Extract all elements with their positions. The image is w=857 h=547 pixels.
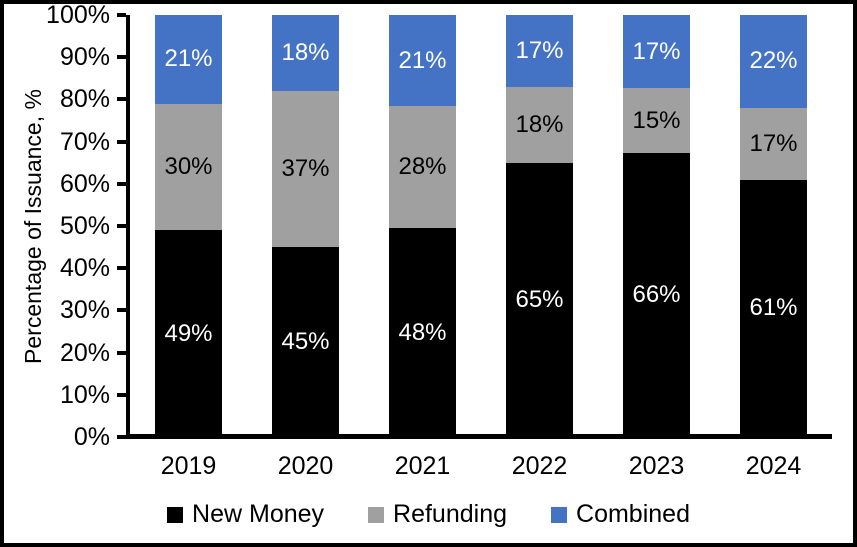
y-axis-tick-label: 90% xyxy=(59,43,110,72)
legend-label: Combined xyxy=(576,500,690,528)
segment-combined-2021: 21% xyxy=(389,15,456,107)
y-axis-tick-label: 60% xyxy=(59,169,110,198)
y-axis-tick-label: 80% xyxy=(59,85,110,114)
x-axis-label-2023: 2023 xyxy=(628,452,685,480)
segment-data-label: 45% xyxy=(281,328,330,356)
segment-data-label: 22% xyxy=(749,47,798,75)
segment-data-label: 48% xyxy=(398,318,447,346)
bar-slot-2020: 45% 37% 18% xyxy=(247,15,364,437)
segment-data-label: 66% xyxy=(632,280,681,308)
y-axis-tick xyxy=(117,224,126,228)
y-axis-tick-label: 0% xyxy=(73,423,110,451)
legend-item-combined: Combined xyxy=(551,500,690,529)
legend-swatch-icon xyxy=(551,506,568,523)
segment-data-label: 17% xyxy=(515,36,564,64)
bar-slot-2024: 61% 17% 22% xyxy=(715,15,832,437)
y-axis-tick xyxy=(117,139,126,144)
y-axis-tick xyxy=(117,97,126,102)
segment-data-label: 61% xyxy=(749,294,798,322)
bar-slot-2023: 66% 15% 17% xyxy=(598,15,715,437)
segment-combined-2023: 17% xyxy=(623,15,690,89)
segment-data-label: 21% xyxy=(164,45,213,73)
segment-combined-2019: 21% xyxy=(155,15,222,104)
segment-data-label: 18% xyxy=(515,110,564,138)
y-axis-tick-label: 50% xyxy=(59,212,110,240)
legend: New Money Refunding Combined xyxy=(4,500,853,529)
segment-combined-2022: 17% xyxy=(506,15,573,87)
stacked-bar-2021: 48% 28% 21% xyxy=(389,15,456,437)
segment-data-label: 17% xyxy=(749,129,798,157)
segment-refunding-2020: 37% xyxy=(272,90,339,248)
stacked-bar-2020: 45% 37% 18% xyxy=(272,15,339,437)
y-axis-tick-label: 40% xyxy=(59,254,110,283)
legend-swatch-icon xyxy=(368,506,385,523)
bar-slot-2022: 65% 18% 17% xyxy=(481,15,598,437)
stacked-bar-2024: 61% 17% 22% xyxy=(740,15,807,437)
x-axis-label-2019: 2019 xyxy=(160,452,217,480)
segment-new-money-2023: 66% xyxy=(623,152,690,437)
segment-refunding-2021: 28% xyxy=(389,106,456,229)
y-axis-line xyxy=(126,15,130,439)
y-axis-tick xyxy=(117,13,126,17)
segment-data-label: 17% xyxy=(632,37,681,65)
segment-data-label: 65% xyxy=(515,285,564,313)
segment-new-money-2022: 65% xyxy=(506,162,573,437)
x-axis-label-2021: 2021 xyxy=(394,452,451,480)
segment-data-label: 18% xyxy=(281,39,330,66)
legend-label: New Money xyxy=(192,500,325,528)
legend-swatch-icon xyxy=(167,506,184,523)
bar-slot-2021: 48% 28% 21% xyxy=(364,15,481,437)
segment-refunding-2022: 18% xyxy=(506,86,573,163)
legend-item-new-money: New Money xyxy=(167,500,324,529)
y-axis-tick-label: 30% xyxy=(59,296,110,325)
stacked-bar-2022: 65% 18% 17% xyxy=(506,15,573,437)
segment-new-money-2021: 48% xyxy=(389,228,456,437)
segment-refunding-2019: 30% xyxy=(155,103,222,231)
y-axis-tick xyxy=(117,266,126,271)
y-axis-tick-label: 10% xyxy=(59,380,110,409)
plot-area: 49% 30% 21% 45% 37% 18% 48% 28% 21% 65% 18% 17% 66% 1… xyxy=(130,15,832,437)
legend-item-refunding: Refunding xyxy=(368,500,507,529)
legend-label: Refunding xyxy=(393,500,508,528)
segment-combined-2024: 22% xyxy=(740,15,807,108)
stacked-bar-2023: 66% 15% 17% xyxy=(623,15,690,437)
y-axis-tick xyxy=(117,350,126,355)
y-axis-tick xyxy=(117,392,126,397)
y-axis-tick-label: 100% xyxy=(46,1,110,29)
x-axis-label-2022: 2022 xyxy=(511,452,568,480)
y-axis-tick xyxy=(117,308,126,313)
segment-refunding-2024: 17% xyxy=(740,107,807,180)
bar-slot-2019: 49% 30% 21% xyxy=(130,15,247,437)
segment-data-label: 30% xyxy=(164,152,213,180)
segment-data-label: 49% xyxy=(164,319,213,347)
x-axis-label-2020: 2020 xyxy=(277,452,334,480)
segment-data-label: 15% xyxy=(632,106,681,134)
segment-data-label: 28% xyxy=(398,153,447,181)
segment-new-money-2020: 45% xyxy=(272,247,339,437)
y-axis-tick xyxy=(117,181,126,186)
y-axis-tick xyxy=(117,435,126,439)
y-axis-tick-label: 20% xyxy=(59,338,110,367)
segment-refunding-2023: 15% xyxy=(623,88,690,153)
segment-new-money-2024: 61% xyxy=(740,179,807,437)
x-axis-line xyxy=(126,434,832,439)
y-axis-tick-label: 70% xyxy=(59,127,110,156)
segment-data-label: 21% xyxy=(398,46,447,74)
segment-data-label: 37% xyxy=(281,155,330,183)
x-axis-label-2024: 2024 xyxy=(745,452,802,480)
y-axis-tick xyxy=(117,55,126,60)
segment-combined-2020: 18% xyxy=(272,15,339,91)
segment-new-money-2019: 49% xyxy=(155,230,222,437)
x-axis-labels: 2019 2020 2021 2022 2023 2024 xyxy=(130,452,832,482)
stacked-bar-2019: 49% 30% 21% xyxy=(155,15,222,437)
